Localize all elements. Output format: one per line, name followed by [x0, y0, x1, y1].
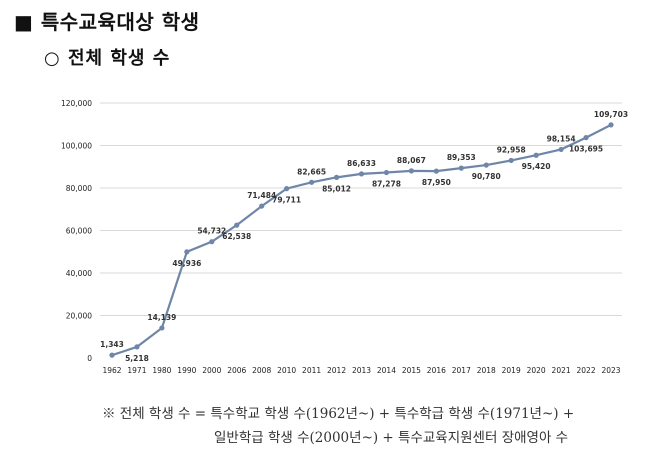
data-label: 14,139: [147, 313, 176, 322]
data-label: 82,665: [297, 167, 326, 176]
data-label: 92,958: [497, 145, 526, 154]
data-point: [234, 222, 240, 228]
data-label: 87,950: [422, 178, 451, 187]
x-tick-label: 2011: [302, 366, 321, 375]
data-label: 103,695: [569, 145, 603, 154]
x-tick-label: 2016: [427, 366, 446, 375]
x-tick-label: 1980: [152, 366, 171, 375]
data-point: [159, 325, 165, 331]
data-point: [483, 162, 489, 168]
section-subheading: ○ 전체 학생 수: [44, 48, 171, 69]
data-point: [358, 171, 365, 177]
data-label: 1,343: [100, 340, 124, 349]
data-point: [309, 179, 315, 185]
data-label: 109,703: [594, 110, 628, 119]
data-point: [259, 203, 265, 209]
data-label: 89,353: [447, 153, 476, 162]
data-label: 88,067: [397, 156, 426, 165]
x-tick-label: 2006: [227, 366, 246, 375]
x-tick-label: 2023: [601, 366, 620, 375]
data-label: 49,936: [172, 259, 201, 268]
grid-lines: [100, 102, 622, 316]
data-point: [533, 152, 539, 158]
x-tick-label: 2021: [552, 366, 571, 375]
y-tick-label: 80,000: [66, 184, 92, 193]
x-tick-label: 2013: [352, 366, 371, 375]
page-heading: ■ 특수교육대상 학생: [14, 10, 200, 34]
data-label: 95,420: [522, 162, 551, 171]
data-point: [284, 186, 290, 192]
x-tick-label: 2008: [252, 366, 271, 375]
data-point: [184, 249, 190, 255]
x-tick-label: 1990: [177, 366, 196, 375]
x-tick-label: 1962: [102, 366, 121, 375]
y-axis-ticks: 0 20,000 40,000 60,000 80,000 100,000 120,000: [61, 99, 92, 363]
data-point: [433, 168, 439, 174]
x-axis-ticks: 1962 1971 1980 1990 2000 2006 2008 2010 2011 2012…: [102, 366, 620, 375]
y-tick-label: 60,000: [66, 227, 92, 236]
data-label: 85,012: [322, 184, 351, 193]
data-point: [333, 174, 340, 180]
y-tick-label: 100,000: [61, 142, 92, 151]
data-points: [109, 122, 614, 358]
data-label: 5,218: [125, 354, 149, 363]
y-tick-label: 120,000: [61, 99, 92, 108]
data-point: [508, 157, 514, 164]
data-label: 98,154: [547, 134, 576, 143]
x-tick-label: 2022: [577, 366, 596, 375]
footnote-line-1: ※ 전체 학생 수 = 특수학교 학생 수(1962년~) + 특수학급 학생 …: [102, 406, 575, 422]
data-label: 54,732: [197, 227, 226, 236]
x-tick-label: 2017: [452, 366, 471, 375]
x-tick-label: 2014: [377, 366, 396, 375]
data-point: [583, 135, 589, 141]
data-point: [458, 165, 464, 171]
data-label: 62,538: [222, 232, 251, 241]
y-tick-label: 40,000: [66, 269, 92, 278]
x-tick-label: 2012: [327, 366, 346, 375]
data-point: [608, 122, 614, 128]
x-tick-label: 2020: [527, 366, 546, 375]
data-point: [134, 344, 140, 350]
x-tick-label: 2000: [202, 366, 221, 375]
data-label: 86,633: [347, 159, 376, 168]
footnote-line-2: 일반학급 학생 수(2000년~) + 특수교육지원센터 장애영아 수: [214, 430, 569, 446]
data-point: [209, 239, 215, 245]
data-point: [558, 146, 564, 153]
data-point: [408, 168, 414, 174]
x-tick-label: 2015: [402, 366, 421, 375]
data-label: 90,780: [472, 172, 501, 181]
y-tick-label: 0: [87, 354, 92, 363]
y-tick-label: 20,000: [66, 312, 92, 321]
data-point: [109, 352, 115, 358]
data-point: [383, 169, 390, 176]
x-tick-label: 2010: [277, 366, 296, 375]
x-tick-label: 1971: [127, 366, 146, 375]
x-tick-label: 2018: [477, 366, 496, 375]
data-label: 87,278: [372, 180, 401, 189]
x-tick-label: 2019: [502, 366, 521, 375]
data-label: 71,484: [247, 191, 276, 200]
data-label: 79,711: [272, 196, 301, 205]
